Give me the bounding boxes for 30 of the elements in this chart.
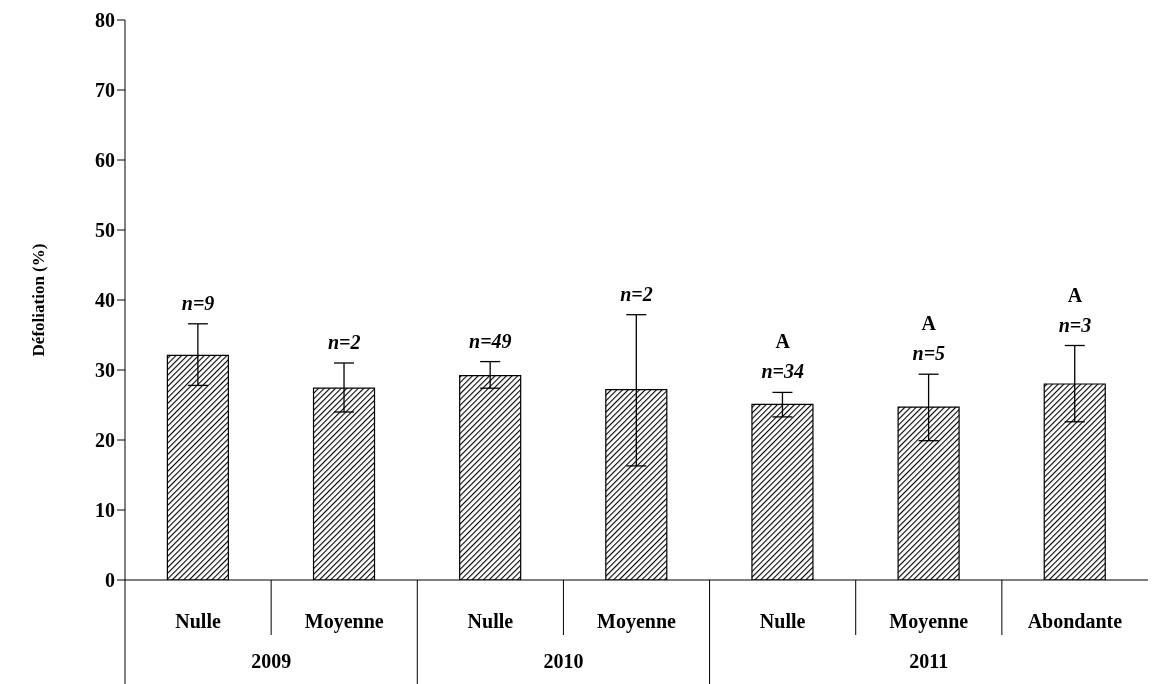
annotation: n=3 [1058,313,1092,336]
y-tick-label: 20 [95,429,115,452]
text: 2010 [543,650,584,672]
annotation: n=2 [327,331,361,353]
x-tick-label: Nulle [759,610,806,632]
y-tick-label: 40 [95,289,115,312]
x-tick-label: Nulle [467,610,514,632]
y-tick-label: 60 [95,149,115,172]
text: 2009 [251,650,292,672]
y-tick-label: 80 [95,9,115,32]
annotation: n=9 [181,291,215,314]
annotation: A [1067,283,1083,306]
annotation: A [921,312,937,335]
annotation: n=2 [620,282,653,305]
y-tick-label: 0 [105,569,115,592]
x-tick-label: Moyenne [304,610,384,633]
y-tick-label: 70 [95,79,115,102]
y-axis-title: Défoliation (%) [29,243,49,357]
y-tick-label: 30 [95,359,115,382]
y-tick-label: 10 [95,499,115,522]
x-tick-label: Moyenne [597,610,677,633]
annotation: n=34 [761,360,804,383]
y-tick-label: 50 [95,219,115,242]
annotation: A [775,330,791,353]
text: 2011 [909,650,949,672]
annotation: n=5 [912,342,946,365]
x-tick-label: Abondante [1027,610,1123,632]
x-tick-label: Nulle [175,610,221,632]
annotation: n=49 [469,329,512,352]
x-tick-label: Moyenne [889,610,969,633]
